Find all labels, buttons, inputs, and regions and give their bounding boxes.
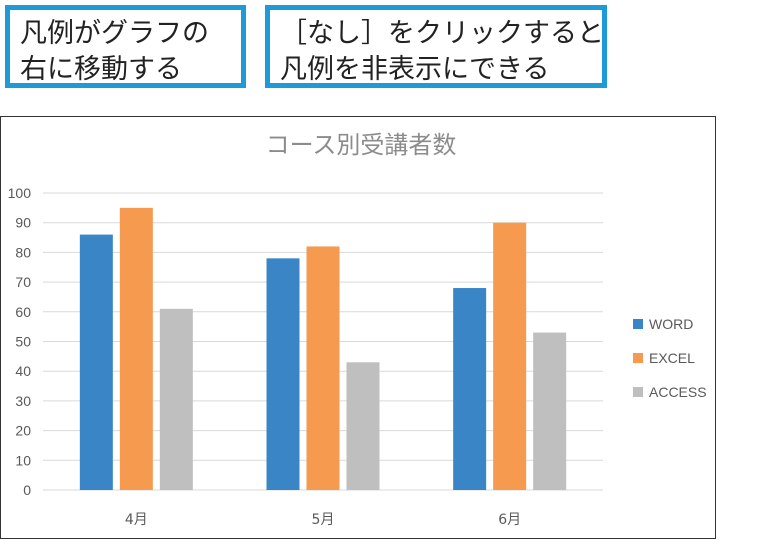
y-tick-label: 20 — [15, 423, 31, 439]
callout-right-line1: ［なし］をクリックすると — [280, 18, 604, 49]
callout-right-line2: 凡例を非表示にできる — [280, 54, 550, 85]
y-tick-label: 50 — [15, 334, 31, 350]
bar-word-2[interactable] — [266, 258, 300, 490]
y-tick-label: 0 — [23, 482, 31, 498]
y-tick-label: 90 — [15, 215, 31, 231]
bar-word-3[interactable] — [453, 288, 487, 490]
bar-access-2[interactable] — [346, 362, 380, 490]
y-tick-label: 60 — [15, 304, 31, 320]
y-tick-label: 30 — [15, 393, 31, 409]
legend-swatch-access — [633, 387, 643, 397]
y-tick-label: 40 — [15, 363, 31, 379]
callout-legend-none: ［なし］をクリックすると 凡例を非表示にできる — [265, 5, 607, 88]
legend-swatch-excel — [633, 353, 643, 363]
legend-label-word: WORD — [649, 316, 693, 332]
x-category-label: 4月 — [125, 512, 148, 528]
chart-area[interactable]: コース別受講者数 0 10 20 30 40 50 60 70 80 90 100 4月 5月 6月 W… — [0, 116, 716, 539]
bar-word-1[interactable] — [79, 234, 113, 490]
x-category-label: 5月 — [312, 512, 335, 528]
y-tick-label: 100 — [8, 185, 32, 201]
bar-excel-2[interactable] — [306, 246, 340, 490]
y-tick-label: 70 — [15, 274, 31, 290]
legend-label-access: ACCESS — [649, 384, 707, 400]
legend-swatch-word — [633, 319, 643, 329]
x-axis-categories: 4月 5月 6月 — [125, 512, 521, 528]
x-category-label: 6月 — [498, 512, 521, 528]
y-tick-label: 10 — [15, 452, 31, 468]
legend-label-excel: EXCEL — [649, 350, 695, 366]
y-tick-label: 80 — [15, 244, 31, 260]
plot-area[interactable] — [79, 207, 567, 490]
bar-excel-1[interactable] — [119, 207, 153, 490]
bar-chart: コース別受講者数 0 10 20 30 40 50 60 70 80 90 100 4月 5月 6月 W… — [8, 131, 707, 528]
callout-legend-moved: 凡例がグラフの 右に移動する — [5, 5, 246, 88]
y-axis-ticks: 0 10 20 30 40 50 60 70 80 90 100 — [8, 185, 32, 498]
callout-left-line2: 右に移動する — [20, 54, 182, 85]
legend[interactable]: WORD EXCEL ACCESS — [633, 316, 707, 400]
chart-title[interactable]: コース別受講者数 — [266, 131, 457, 159]
bar-access-1[interactable] — [159, 308, 193, 490]
callout-left-line1: 凡例がグラフの — [20, 18, 209, 49]
bar-access-3[interactable] — [533, 332, 567, 490]
bar-excel-3[interactable] — [493, 222, 527, 490]
